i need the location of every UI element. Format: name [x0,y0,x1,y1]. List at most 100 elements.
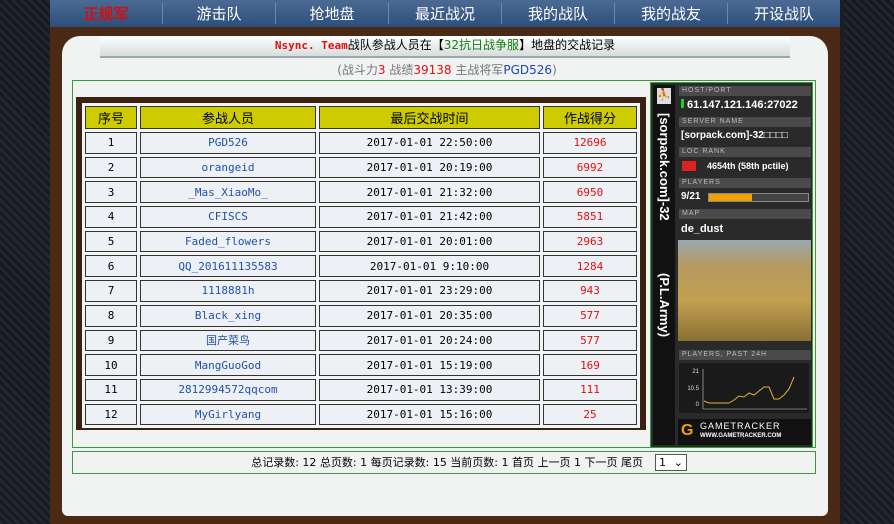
score: 111 [543,378,637,401]
map-value: de_dust [681,223,724,235]
last-battle-time: 2017-01-01 20:01:00 [319,230,540,253]
gametracker-brand: GAMETRACKER [700,421,781,431]
score: 577 [543,304,637,327]
nav-recent[interactable]: 最近战况 [388,3,501,24]
table-row: 12 MyGirlyang 2017-01-01 15:16:00 25 [85,403,637,426]
map-image [678,240,811,341]
row-index: 7 [85,280,137,302]
table-row: 2 orangeid 2017-01-01 20:19:00 6992 [85,156,637,179]
gametracker-widget[interactable]: ⛹ [sorpack.com]-32 (P.L.Army) HOST/PORT 6… [650,82,813,448]
server-title-a: [sorpack.com]-32 [657,113,672,221]
server-name: 32抗日战争服 [443,38,520,52]
summary-close: ) [552,63,557,77]
row-index: 2 [85,156,137,179]
nav-my-team[interactable]: 我的战队 [501,3,614,24]
summary-label-power: (战斗力 [337,63,378,77]
player-link[interactable]: _Mas_XiaoMo_ [140,181,316,204]
row-index: 11 [85,378,137,401]
score: 169 [543,354,637,376]
players-label: PLAYERS [679,178,811,188]
row-index: 5 [85,230,137,253]
score: 6992 [543,156,637,179]
col-time: 最后交战时间 [319,106,540,129]
team-summary: (战斗力3 战绩39138 主战将军PGD526) [0,61,894,78]
player-link[interactable]: QQ_201611135583 [140,255,316,278]
summary-label-record: 战绩 [385,63,414,77]
players-bar [708,193,809,202]
player-link[interactable]: orangeid [140,156,316,179]
table-row: 1 PGD526 2017-01-01 22:50:00 12696 [85,132,637,154]
nav-create-team[interactable]: 开设战队 [727,3,840,24]
battle-table: 序号 参战人员 最后交战时间 作战得分 1 PGD526 2017-01-01 22… [82,103,640,429]
title-text-2: 】地盘的交战记录 [519,38,616,52]
left-bg [0,0,50,524]
map-label: MAP [679,209,811,219]
general-value: PGD526 [503,63,553,77]
host-label: HOST/PORT [679,86,811,96]
score: 25 [543,403,637,426]
rank-label: LOC RANK [679,147,811,157]
last-battle-time: 2017-01-01 15:16:00 [319,403,540,426]
score: 12696 [543,132,637,154]
row-index: 4 [85,206,137,228]
last-battle-time: 2017-01-01 21:32:00 [319,181,540,204]
server-title-b: (P.L.Army) [657,273,672,338]
score: 6950 [543,181,637,204]
row-index: 6 [85,255,137,278]
player-link[interactable]: PGD526 [140,132,316,154]
last-battle-time: 2017-01-01 22:50:00 [319,132,540,154]
player-link[interactable]: 2812994572qqcom [140,378,316,401]
last-battle-time: 2017-01-01 23:29:00 [319,280,540,302]
chevron-down-icon: ⌄ [673,456,683,469]
table-row: 10 MangGuoGod 2017-01-01 15:19:00 169 [85,354,637,376]
nav-my-friends[interactable]: 我的战友 [614,3,727,24]
score: 1284 [543,255,637,278]
table-row: 3 _Mas_XiaoMo_ 2017-01-01 21:32:00 6950 [85,181,637,204]
score: 577 [543,329,637,352]
players-bar-fill [709,194,752,201]
gametracker-logo: G GAMETRACKER WWW.GAMETRACKER.COM [678,419,811,445]
row-index: 8 [85,304,137,327]
row-index: 1 [85,132,137,154]
nav-regular[interactable]: 正规军 [83,5,129,23]
nav-territory[interactable]: 抢地盘 [275,3,388,24]
graph-tick-min: 0 [696,402,700,408]
cs-icon: ⛹ [657,88,671,104]
table-row: 11 2812994572qqcom 2017-01-01 13:39:00 111 [85,378,637,401]
right-bg [844,0,894,524]
graph-tick-max: 21 [692,369,699,375]
table-row: 7 1118881h 2017-01-01 23:29:00 943 [85,280,637,302]
row-index: 12 [85,403,137,426]
pagination: 总记录数: 12 总页数: 1 每页记录数: 15 当前页数: 1 首页 上一页… [72,451,816,474]
nav-guerrilla[interactable]: 游击队 [162,3,275,24]
player-link[interactable]: MyGirlyang [140,403,316,426]
pagination-text: 总记录数: 12 总页数: 1 每页记录数: 15 当前页数: 1 首页 上一页… [251,456,643,469]
players-value: 9/21 [681,191,701,202]
graph-tick-mid: 10.5 [687,386,699,392]
gametracker-g-icon: G [681,422,694,439]
player-link[interactable]: 国产菜鸟 [140,329,316,352]
china-flag-icon [682,161,696,171]
player-link[interactable]: MangGuoGod [140,354,316,376]
last-battle-time: 2017-01-01 20:19:00 [319,156,540,179]
player-link[interactable]: CFISCS [140,206,316,228]
power-value: 3 [377,63,386,77]
gametracker-url: WWW.GAMETRACKER.COM [700,433,782,439]
table-row: 5 Faded_flowers 2017-01-01 20:01:00 2963 [85,230,637,253]
page-title: Nsync. Team战队参战人员在【32抗日战争服】地盘的交战记录 [100,36,790,58]
score: 2963 [543,230,637,253]
col-index: 序号 [85,106,137,129]
summary-label-general: 主战将军 [451,63,504,77]
graph-label: PLAYERS, PAST 24H [679,350,811,360]
server-name-value: [sorpack.com]-32□□□□ [681,130,788,141]
player-link[interactable]: 1118881h [140,280,316,302]
col-score: 作战得分 [543,106,637,129]
last-battle-time: 2017-01-01 15:19:00 [319,354,540,376]
score: 5851 [543,206,637,228]
page-select[interactable]: 1 ⌄ [655,454,687,471]
record-value: 39138 [413,63,452,77]
player-link[interactable]: Faded_flowers [140,230,316,253]
table-row: 6 QQ_201611135583 2017-01-01 9:10:00 1284 [85,255,637,278]
player-link[interactable]: Black_xing [140,304,316,327]
status-indicator-icon [681,99,684,108]
